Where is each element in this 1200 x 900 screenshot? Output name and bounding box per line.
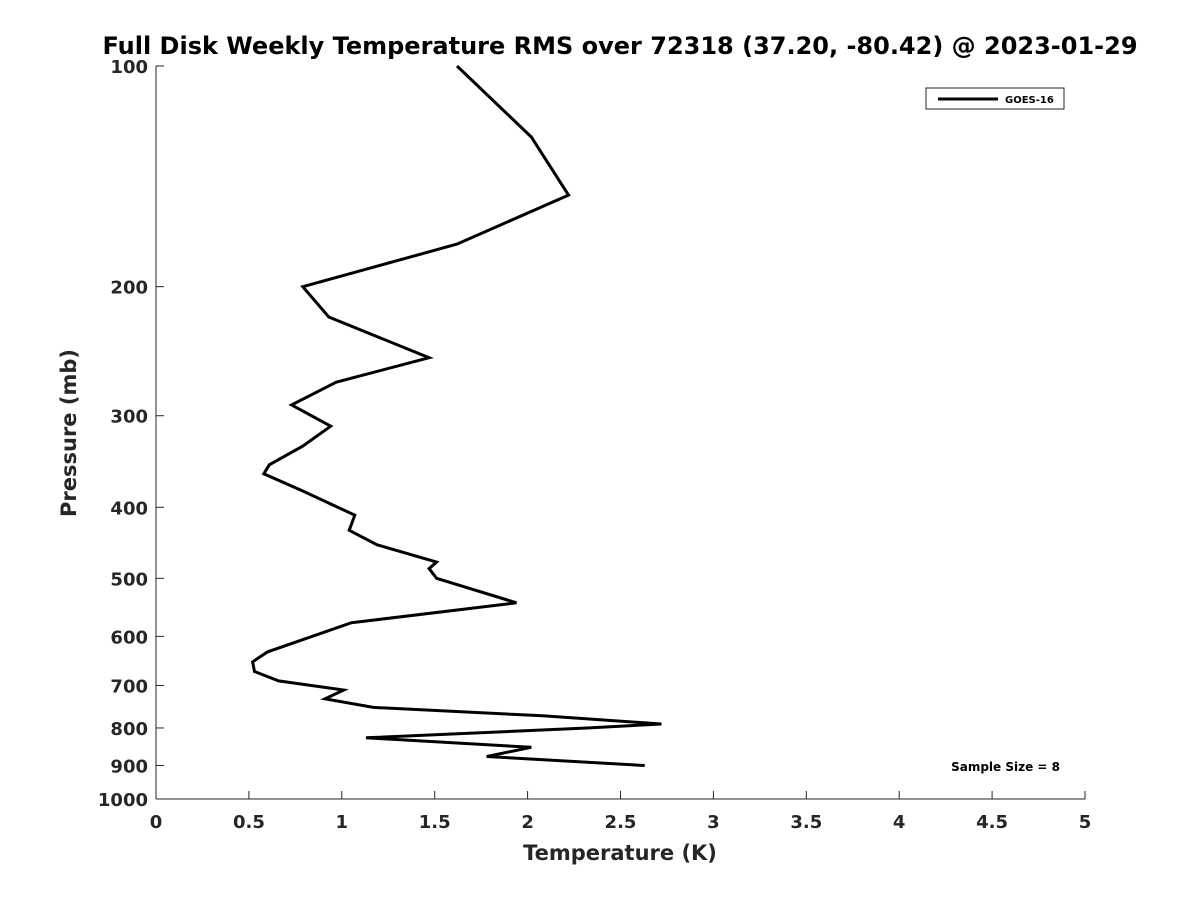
x-tick-label: 1 — [336, 812, 349, 833]
x-axis-label: Temperature (K) — [523, 841, 717, 865]
x-tick-label: 2.5 — [605, 812, 637, 833]
series-group — [250, 64, 662, 767]
x-tick-label: 3.5 — [790, 812, 822, 833]
legend-label-goes-16: GOES-16 — [1005, 95, 1054, 106]
y-tick-label: 300 — [110, 407, 148, 428]
axes: 0 0.5 1 1.5 2 2.5 3 3.5 4 4.5 5 100 200 300 400 500 600 7… — [98, 57, 1091, 833]
y-tick-label: 1000 — [98, 790, 148, 811]
legend: GOES-16 — [925, 87, 1065, 110]
y-tick-label: 800 — [110, 719, 148, 740]
sample-size-annotation: Sample Size = 8 — [951, 760, 1060, 774]
x-tick-label: 4 — [893, 812, 906, 833]
x-tick-label: 0.5 — [233, 812, 265, 833]
y-tick-label: 200 — [110, 278, 148, 299]
y-tick-label: 700 — [110, 676, 148, 697]
x-tick-label: 5 — [1079, 812, 1092, 833]
x-tick-label: 2 — [521, 812, 534, 833]
y-axis-label: Pressure (mb) — [57, 349, 81, 517]
y-tick-label: 600 — [110, 627, 148, 648]
x-tick-label: 3 — [707, 812, 720, 833]
y-tick-label: 900 — [110, 756, 148, 777]
x-tick-label: 0 — [150, 812, 163, 833]
y-tick-label: 400 — [110, 498, 148, 519]
series-line-goes-16 — [250, 64, 662, 767]
y-tick-label: 100 — [110, 57, 148, 78]
chart-title: Full Disk Weekly Temperature RMS over 72… — [102, 32, 1137, 60]
x-tick-label: 1.5 — [419, 812, 451, 833]
y-tick-label: 500 — [110, 569, 148, 590]
x-tick-label: 4.5 — [976, 812, 1008, 833]
